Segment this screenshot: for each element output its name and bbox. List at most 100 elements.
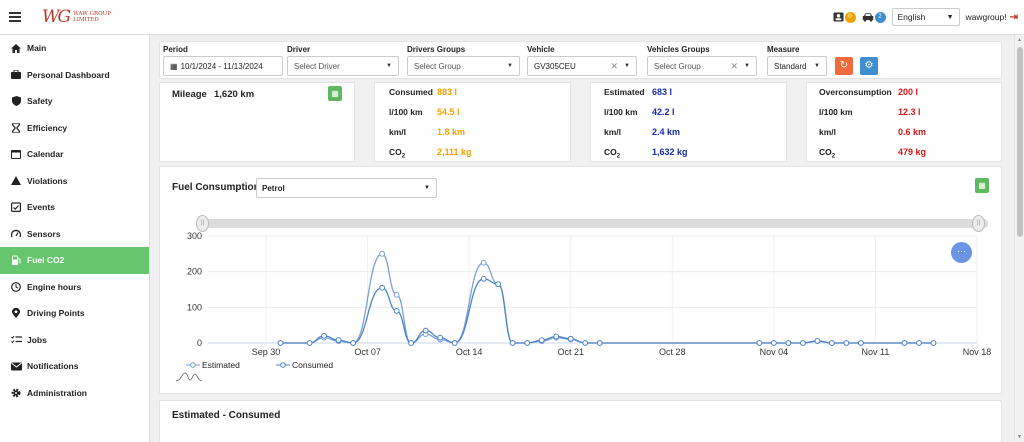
drivers-indicator[interactable]: 0: [833, 11, 856, 23]
data-point-consumed: [321, 332, 327, 339]
estimated-kml-label: km/l: [604, 127, 622, 137]
hourglass-icon: [10, 122, 22, 133]
vehicle-filter: Vehicle GV305CEU ✕ ▼: [527, 45, 637, 76]
excel-icon: ▦: [331, 89, 339, 98]
data-point-consumed: [553, 333, 560, 340]
consumed-title: Consumed: [389, 87, 433, 97]
logout-icon[interactable]: ⇥: [1009, 11, 1018, 23]
more-icon: ⋯: [957, 246, 966, 256]
period-filter: Period ▦ 10/1/2024 - 11/13/2024: [163, 45, 283, 76]
period-picker[interactable]: ▦ 10/1/2024 - 11/13/2024: [163, 56, 283, 76]
drivers-groups-label: Drivers Groups: [407, 45, 466, 54]
language-select[interactable]: English ▼: [891, 8, 960, 26]
consumed-co2-label: CO2: [389, 147, 405, 160]
sidebar-item-jobs[interactable]: Jobs: [0, 327, 149, 354]
overconsumption-kml-value: 0.6 km: [898, 127, 927, 137]
menu-toggle-icon[interactable]: [9, 12, 21, 22]
sidebar-item-label: Main: [27, 43, 47, 54]
data-point-estimated: [379, 250, 386, 257]
consumed-l100-value: 54.5 l: [437, 107, 460, 117]
user-name[interactable]: wawgroup!: [965, 12, 1007, 22]
estimated-total: 683 l: [652, 87, 673, 97]
page-scrollbar[interactable]: ▲ ▼: [1014, 35, 1024, 442]
estimated-l100-label: l/100 km: [604, 107, 638, 117]
sidebar-item-violations[interactable]: Violations: [0, 168, 149, 195]
vehicles-groups-placeholder: Select Group: [654, 62, 701, 71]
scroll-up-icon[interactable]: ▲: [1017, 37, 1022, 43]
data-point-consumed: [567, 335, 574, 342]
navigator-mini-chart[interactable]: [176, 372, 202, 382]
data-point-consumed: [814, 337, 821, 344]
company-logo[interactable]: WG WAW GROUP LIMITED: [42, 6, 111, 28]
legend-estimated[interactable]: Estimated: [186, 360, 240, 370]
consumed-card: Consumed 883 l l/100 km 54.5 l km/l 1.8 …: [374, 82, 571, 162]
mail-icon: [10, 361, 22, 371]
data-point-consumed: [901, 340, 908, 346]
range-slider-right-handle[interactable]: ||: [972, 215, 985, 232]
sidebar-item-administration[interactable]: Administration: [0, 380, 149, 407]
vehicles-indicator[interactable]: 2: [862, 11, 886, 23]
language-value: English: [897, 12, 926, 22]
vehicle-label: Vehicle: [527, 45, 555, 54]
consumed-kml-label: km/l: [389, 127, 407, 137]
sidebar-item-driving-points[interactable]: Driving Points: [0, 300, 149, 327]
drivers-groups-placeholder: Select Group: [414, 62, 461, 71]
co2-text: CO: [389, 147, 402, 157]
sidebar-item-label: Personal Dashboard: [27, 69, 110, 80]
legend-consumed[interactable]: Consumed: [276, 360, 333, 370]
consumed-kml-value: 1.8 km: [437, 127, 466, 137]
refresh-button[interactable]: ↻: [835, 57, 853, 75]
sidebar-item-engine-hours[interactable]: Engine hours: [0, 274, 149, 301]
logo-line1: WAW GROUP: [73, 11, 111, 17]
fuel-type-select[interactable]: Petrol ▼: [256, 178, 437, 198]
data-point-estimated: [480, 259, 487, 266]
range-slider-track[interactable]: [196, 219, 988, 228]
vehicles-groups-filter: Vehicles Groups Select Group ✕ ▼: [647, 45, 757, 76]
data-point-consumed: [916, 340, 922, 346]
y-tick-label: 0: [197, 338, 202, 348]
data-point-consumed: [538, 337, 545, 344]
export-mileage-button[interactable]: ▦: [328, 86, 342, 101]
data-point-consumed: [524, 340, 531, 346]
drivers-groups-filter: Drivers Groups Select Group ▼: [407, 45, 520, 76]
sidebar-item-calendar[interactable]: Calendar: [0, 141, 149, 168]
vehicles-groups-select[interactable]: Select Group ✕ ▼: [647, 56, 757, 76]
legend-consumed-marker: [276, 362, 290, 368]
consumed-total: 883 l: [437, 87, 458, 97]
sidebar-item-main[interactable]: Main: [0, 35, 149, 62]
data-point-estimated: [393, 291, 400, 298]
vehicle-select[interactable]: GV305CEU ✕ ▼: [527, 56, 637, 76]
range-slider-left-handle[interactable]: ||: [196, 215, 209, 232]
sidebar-item-safety[interactable]: Safety: [0, 88, 149, 115]
co2-sub: 2: [616, 153, 621, 160]
sidebar-item-personal-dashboard[interactable]: Personal Dashboard: [0, 62, 149, 89]
close-icon[interactable]: ✕: [610, 61, 618, 71]
co2-text: CO: [604, 147, 617, 157]
data-point-consumed: [379, 284, 386, 291]
driver-select[interactable]: Select Driver ▼: [287, 56, 399, 76]
gauge-icon: [10, 229, 22, 239]
data-point-consumed: [930, 340, 937, 346]
measure-select[interactable]: Standard ▼: [767, 56, 827, 76]
sidebar-item-fuel-co2[interactable]: Fuel CO2: [0, 247, 149, 274]
series-line-estimated: [280, 253, 934, 344]
sidebar-item-sensors[interactable]: Sensors: [0, 221, 149, 248]
events-icon: [10, 202, 22, 213]
settings-button[interactable]: ⚙: [860, 57, 878, 75]
co2-sub: 2: [401, 153, 406, 160]
data-point-consumed: [582, 340, 589, 346]
sidebar-item-events[interactable]: Events: [0, 194, 149, 221]
overconsumption-total: 200 l: [898, 87, 919, 97]
estimated-co2-value: 1,632 kg: [652, 147, 688, 157]
sidebar-item-notifications[interactable]: Notifications: [0, 353, 149, 380]
x-tick-label: Oct 07: [354, 347, 381, 357]
export-chart-button[interactable]: ▦: [975, 178, 989, 193]
chart-menu-button[interactable]: ⋯: [951, 242, 972, 263]
scrollbar-thumb[interactable]: [1017, 47, 1023, 237]
drivers-groups-select[interactable]: Select Group ▼: [407, 56, 520, 76]
scroll-down-icon[interactable]: ▼: [1017, 434, 1022, 440]
close-icon[interactable]: ✕: [730, 61, 738, 71]
gear-icon: ⚙: [864, 60, 874, 71]
driver-filter: Driver Select Driver ▼: [287, 45, 399, 76]
sidebar-item-efficiency[interactable]: Efficiency: [0, 115, 149, 142]
